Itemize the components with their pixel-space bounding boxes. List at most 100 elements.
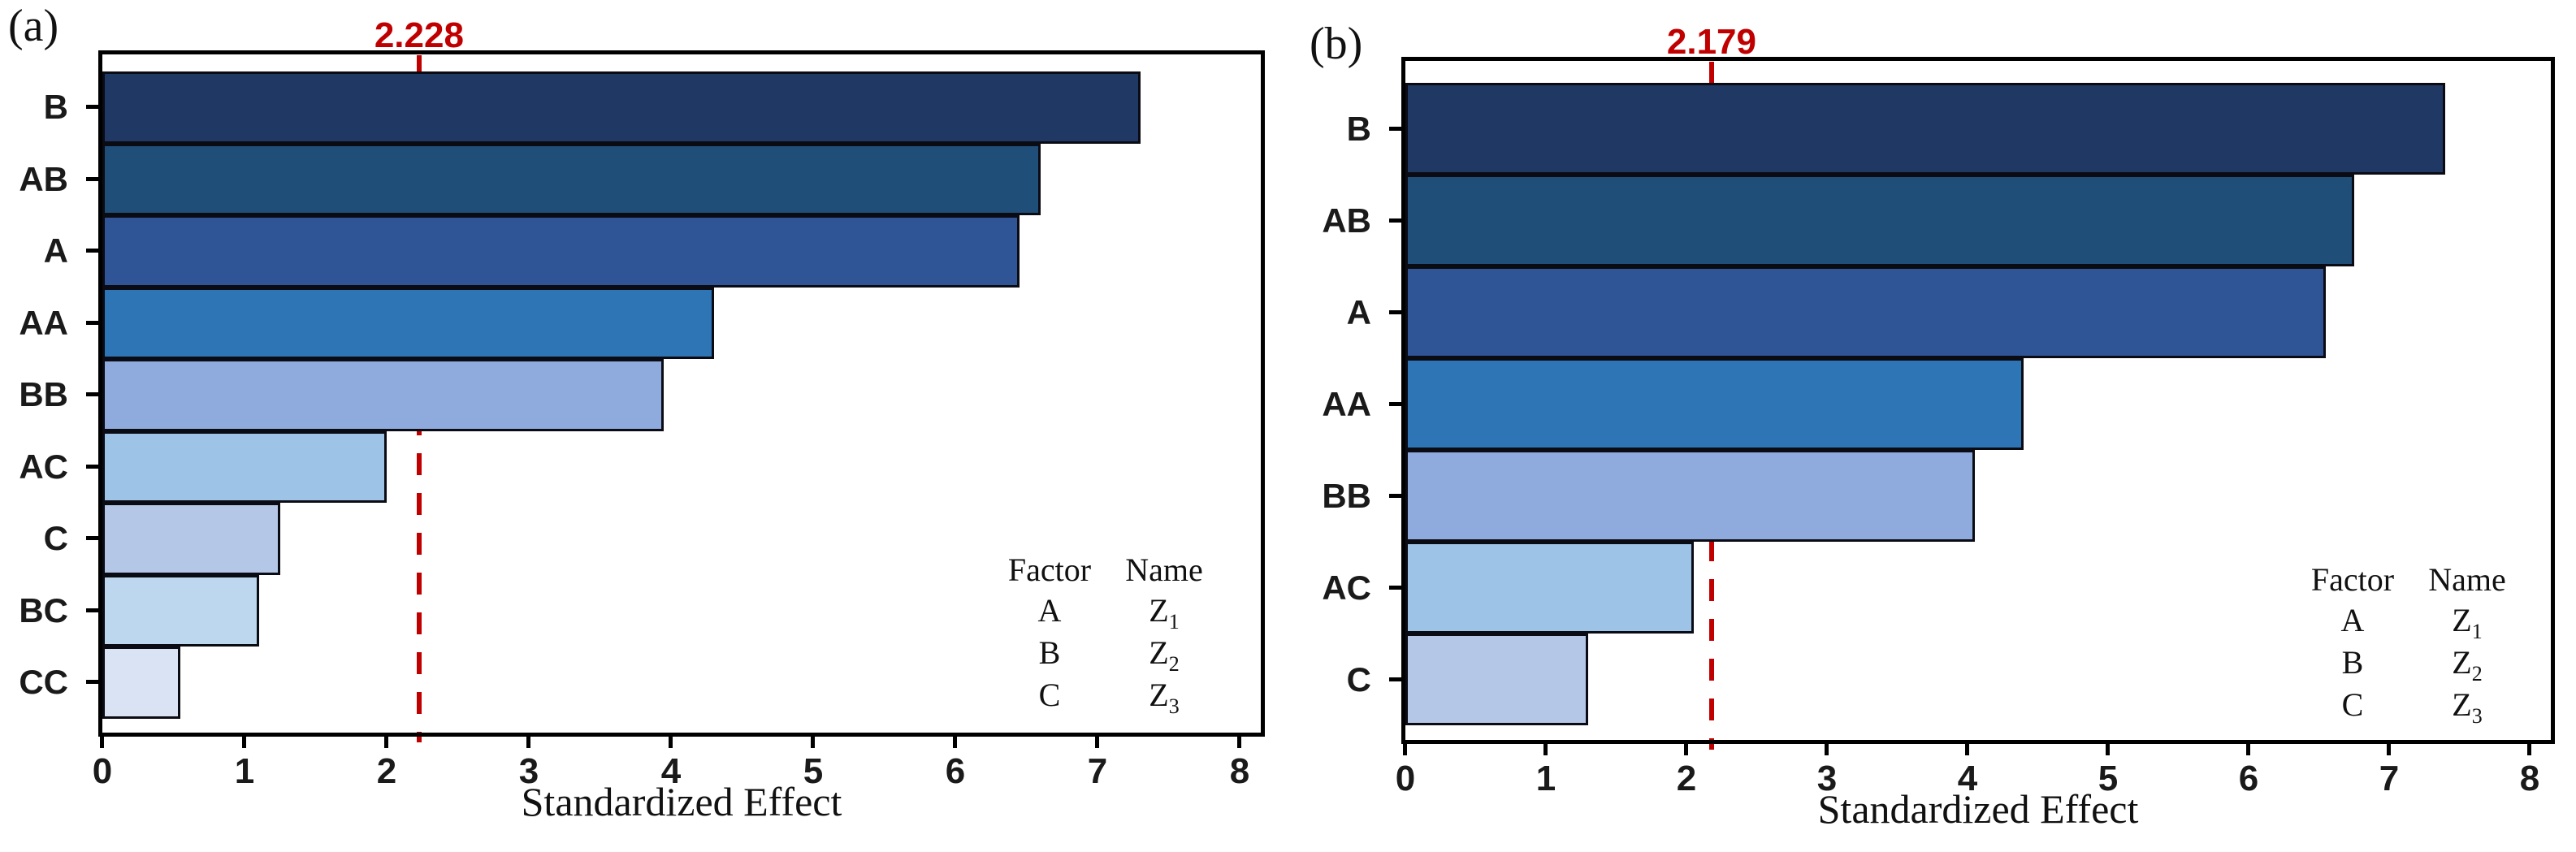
factor-name-legend: Factor Name A Z1 B Z2 C Z3: [980, 551, 1209, 718]
x-tick: [2387, 744, 2391, 755]
x-tick-label: 5: [2098, 759, 2119, 798]
y-tick: [86, 608, 98, 612]
category-label: AA: [19, 303, 68, 342]
legend-name-subscript: 1: [2471, 620, 2483, 643]
x-tick: [1684, 744, 1688, 755]
reference-value-label: 2.179: [1666, 22, 1756, 62]
legend-name-subscript: 1: [1168, 610, 1180, 634]
x-axis-title: Standardized Effect: [1817, 786, 2139, 832]
bar: [1405, 266, 2327, 358]
legend-name-subscript: 3: [2471, 704, 2483, 728]
category-label: C: [43, 519, 68, 558]
category-label: BC: [19, 590, 68, 629]
x-tick-label: 2: [376, 751, 397, 791]
x-tick: [669, 737, 673, 748]
legend-name-subscript: 2: [1168, 652, 1180, 676]
bar: [1405, 450, 1975, 542]
category-label: AA: [1322, 384, 1371, 423]
x-tick: [2246, 744, 2250, 755]
legend-header-factor: Factor: [2310, 561, 2395, 598]
x-tick-label: 3: [518, 751, 539, 791]
category-label: B: [1346, 109, 1371, 148]
x-axis-title: Standardized Effect: [521, 779, 842, 824]
y-tick: [1389, 218, 1401, 223]
legend-header-name: Name: [1125, 551, 1203, 588]
bar: [1405, 358, 2024, 450]
bar: [102, 503, 280, 575]
bar: [102, 215, 1020, 288]
legend-factor: C: [2341, 686, 2364, 723]
x-tick-label: 0: [92, 751, 113, 791]
y-tick: [86, 320, 98, 325]
x-tick: [1965, 744, 1969, 755]
y-tick: [1389, 401, 1401, 406]
x-tick-label: 1: [1535, 759, 1556, 798]
bar: [102, 71, 1141, 144]
category-label: AC: [1322, 568, 1371, 607]
x-tick: [526, 737, 530, 748]
x-tick-label: 1: [234, 751, 255, 791]
y-tick: [86, 680, 98, 685]
x-tick-label: 0: [1395, 759, 1416, 798]
y-tick: [86, 176, 98, 181]
x-tick-label: 6: [2238, 759, 2259, 798]
y-tick: [1389, 126, 1401, 131]
legend-name-base: Z: [1149, 592, 1169, 629]
bar: [102, 574, 259, 647]
bar: [1405, 542, 1694, 634]
category-label: B: [43, 88, 68, 127]
y-tick: [86, 464, 98, 469]
reference-value-label: 2.228: [374, 15, 464, 55]
bar: [102, 287, 714, 359]
category-label: A: [1346, 292, 1371, 331]
factor-name-legend: Factor Name A Z1 B Z2 C Z3: [2283, 560, 2512, 728]
bar: [102, 143, 1041, 215]
x-tick: [1403, 744, 1407, 755]
y-tick: [1389, 585, 1401, 590]
x-tick: [1095, 737, 1099, 748]
panel-label: (a): [8, 1, 59, 51]
x-tick: [2527, 744, 2531, 755]
x-tick-label: 4: [660, 751, 682, 791]
x-tick-label: 6: [945, 751, 966, 791]
x-tick: [100, 737, 104, 748]
x-tick: [242, 737, 246, 748]
y-tick: [86, 105, 98, 110]
y-tick: [86, 536, 98, 541]
legend-factor: C: [1038, 677, 1061, 713]
x-tick-label: 7: [2379, 759, 2400, 798]
legend-name: Z2: [1119, 632, 1209, 676]
legend-factor: B: [1038, 634, 1061, 671]
category-label: C: [1346, 660, 1371, 698]
legend-name: Z2: [2422, 642, 2512, 685]
x-tick: [384, 737, 388, 748]
category-label: BB: [1322, 476, 1371, 515]
legend-factor: A: [1037, 592, 1062, 629]
legend-name: Z3: [2422, 684, 2512, 728]
legend-name: Z1: [2422, 599, 2512, 643]
bar: [1405, 83, 2446, 175]
legend-name-subscript: 3: [1168, 694, 1180, 718]
bar: [102, 430, 387, 503]
category-label: AC: [19, 447, 68, 486]
x-tick-label: 8: [2519, 759, 2540, 798]
plot-frame: [1401, 57, 2555, 744]
x-tick-label: 5: [803, 751, 824, 791]
legend-name-base: Z: [2452, 602, 2472, 638]
category-label: AB: [19, 159, 68, 198]
legend-name-subscript: 2: [2471, 662, 2483, 685]
x-tick: [1237, 737, 1241, 748]
bar: [102, 359, 665, 431]
bar: [1405, 175, 2354, 266]
x-tick-label: 3: [1816, 759, 1838, 798]
bar: [1405, 634, 1588, 725]
x-tick-label: 8: [1229, 751, 1250, 791]
legend-name: Z3: [1119, 674, 1209, 718]
x-tick-label: 4: [1957, 759, 1978, 798]
x-tick: [2106, 744, 2110, 755]
legend-factor: B: [2341, 644, 2364, 681]
category-label: AB: [1322, 201, 1371, 240]
bar: [102, 647, 181, 719]
legend-name-base: Z: [2452, 644, 2472, 681]
